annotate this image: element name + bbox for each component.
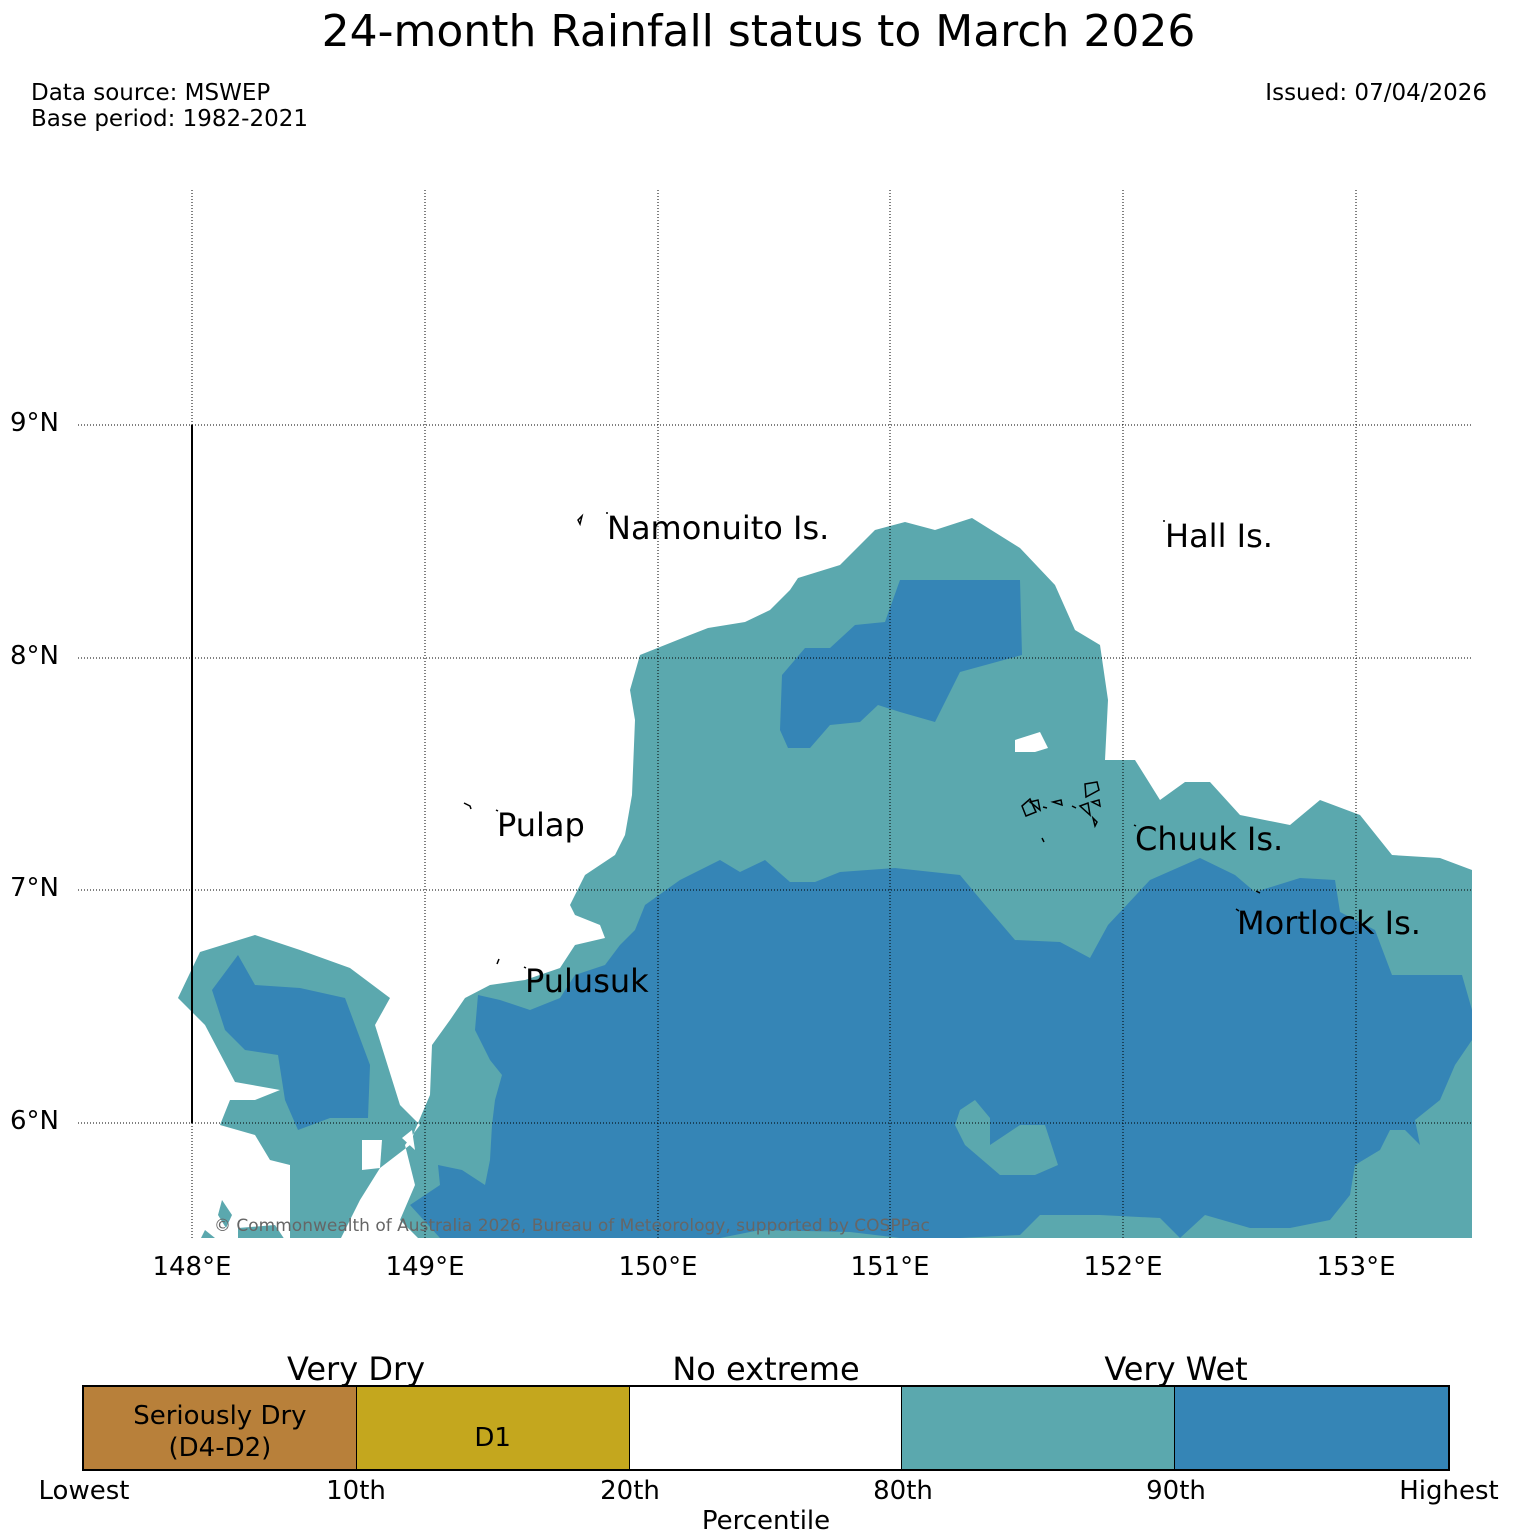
contour-90th-plus-west xyxy=(212,955,370,1130)
no-extreme-hole xyxy=(362,1140,382,1170)
contour-80-90th-small xyxy=(201,1230,215,1238)
island-shape xyxy=(577,513,584,527)
island-label-hall: Hall Is. xyxy=(1165,517,1273,555)
no-extreme-hole xyxy=(402,1130,415,1150)
island-shape xyxy=(1089,799,1101,808)
data-source: Data source: MSWEP xyxy=(31,80,271,106)
legend-segment-label: D1 xyxy=(474,1423,511,1453)
percentile-label: 10th xyxy=(326,1476,386,1506)
percentile-label: Lowest xyxy=(38,1476,130,1506)
island-label-namonuito: Namonuito Is. xyxy=(607,509,830,547)
legend-category-very-dry: Very Dry xyxy=(286,1350,426,1388)
lon-label: 151°E xyxy=(850,1252,930,1282)
island-outlines xyxy=(463,512,1261,969)
lat-label: 9°N xyxy=(10,408,59,438)
island-shape xyxy=(496,958,500,965)
island-label-pulusuk: Pulusuk xyxy=(525,962,649,1000)
percentile-label: Highest xyxy=(1399,1476,1499,1506)
island-shape xyxy=(1021,797,1038,817)
contour-90th-plus-north xyxy=(780,580,1022,748)
rainfall-map xyxy=(78,190,1472,1238)
base-period: Base period: 1982-2021 xyxy=(31,106,309,132)
lon-label: 148°E xyxy=(152,1252,232,1282)
island-shape xyxy=(1133,824,1137,827)
legend-category-very-wet: Very Wet xyxy=(1104,1350,1248,1388)
percentile-label: 80th xyxy=(873,1476,933,1506)
legend-colorbar: Seriously Dry (D4-D2) D1 xyxy=(82,1385,1450,1471)
island-shape xyxy=(1235,908,1240,912)
island-shape xyxy=(1028,799,1042,812)
percentile-label: 20th xyxy=(600,1476,660,1506)
legend-segment-90th-plus xyxy=(1175,1387,1448,1469)
island-shape xyxy=(495,809,499,812)
island-shape xyxy=(463,802,472,810)
lon-label: 153°E xyxy=(1316,1252,1396,1282)
lon-label: 152°E xyxy=(1083,1252,1163,1282)
contour-90th-plus-main xyxy=(410,858,1472,1238)
lon-label: 149°E xyxy=(385,1252,465,1282)
legend-category-no-extreme: No extreme xyxy=(672,1350,860,1388)
legend-segment-d1: D1 xyxy=(356,1387,630,1469)
legend-segment-80-90th xyxy=(902,1387,1176,1469)
island-label-pulap: Pulap xyxy=(497,806,585,844)
island-shape xyxy=(1091,815,1098,829)
issued-date: Issued: 07/04/2026 xyxy=(1265,80,1487,106)
percentile-axis-label: Percentile xyxy=(701,1506,831,1536)
legend-segment-label: Seriously Dry xyxy=(133,1401,307,1431)
island-shape xyxy=(1050,799,1063,807)
island-label-mortlock: Mortlock Is. xyxy=(1237,904,1421,942)
legend-segment-no-extreme xyxy=(629,1387,903,1469)
graticule xyxy=(78,190,1472,1238)
no-extreme-hole xyxy=(1015,732,1048,752)
lat-label: 7°N xyxy=(10,873,59,903)
source-info: Data source: MSWEP Base period: 1982-202… xyxy=(31,80,308,132)
lat-label: 8°N xyxy=(10,641,59,671)
island-shape xyxy=(1255,890,1261,894)
lon-label: 150°E xyxy=(618,1252,698,1282)
page-title: 24-month Rainfall status to March 2026 xyxy=(321,6,1196,57)
rainfall-contours xyxy=(178,518,1472,1238)
island-shape xyxy=(523,966,527,969)
island-shape xyxy=(1078,801,1092,817)
percentile-label: 90th xyxy=(1146,1476,1206,1506)
legend-segment-label: (D4-D2) xyxy=(168,1433,272,1463)
island-shape xyxy=(1041,837,1045,843)
contour-80-90th-small xyxy=(238,1225,284,1238)
island-shape xyxy=(1042,806,1048,809)
contour-80-90th-pocket xyxy=(955,1100,1058,1175)
island-label-chuuk: Chuuk Is. xyxy=(1135,820,1284,858)
lat-label: 6°N xyxy=(10,1106,59,1136)
copyright-notice: © Commonwealth of Australia 2026, Bureau… xyxy=(214,1216,930,1236)
contour-80-90th-small xyxy=(218,1200,232,1228)
island-shape xyxy=(1084,781,1100,799)
legend-segment-seriously-dry: Seriously Dry (D4-D2) xyxy=(84,1387,357,1469)
island-shape xyxy=(1071,805,1077,809)
